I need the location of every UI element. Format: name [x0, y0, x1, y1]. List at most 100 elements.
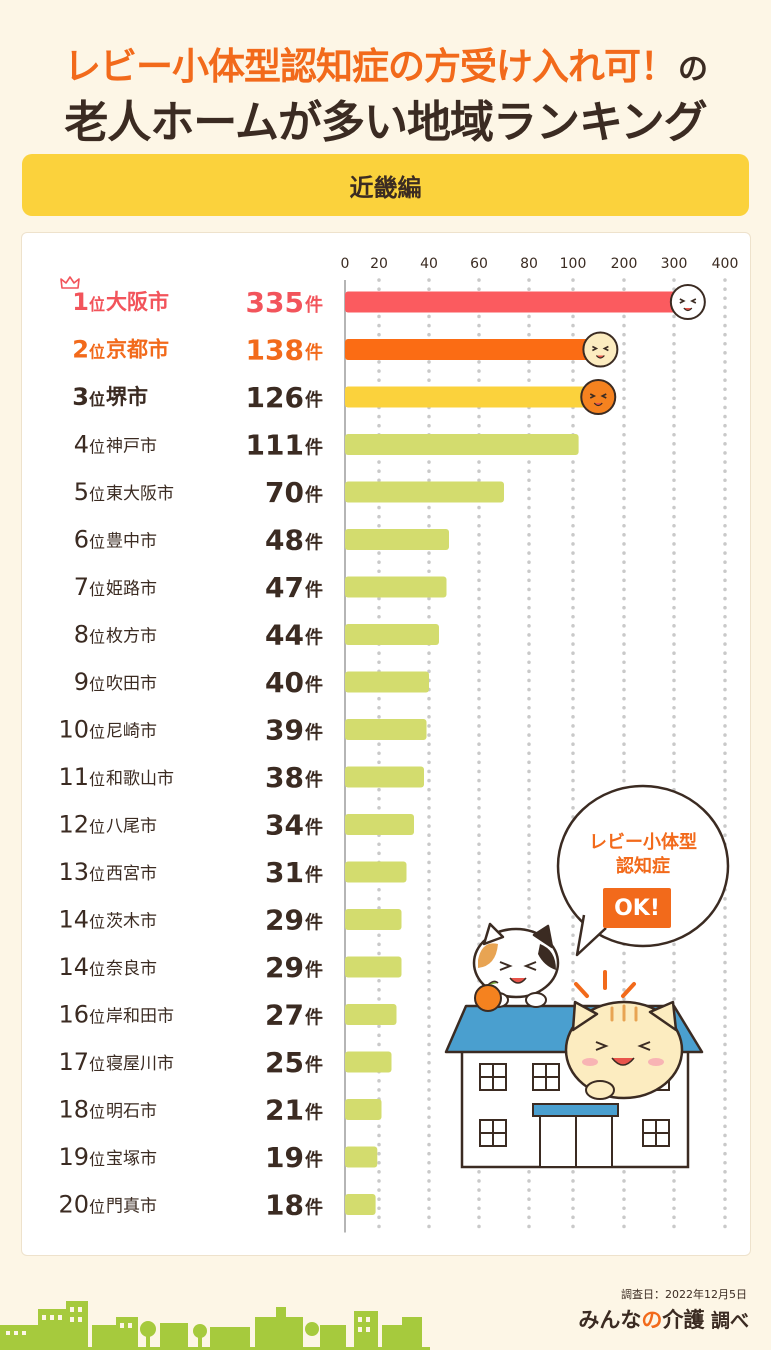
rank-number: 14 — [58, 906, 89, 934]
bubble-line-1: レビー小体型 — [589, 832, 697, 853]
value-suffix: 件 — [305, 389, 323, 411]
city-name: 京都市 — [106, 338, 169, 362]
x-tick-label: 200 — [611, 256, 638, 272]
value-suffix: 件 — [305, 959, 323, 981]
bar — [345, 814, 414, 835]
city-name: 西宮市 — [106, 864, 157, 884]
rank-number: 20 — [58, 1191, 89, 1219]
bubble-line-2: 認知症 — [616, 856, 670, 877]
rank-number: 2 — [72, 336, 89, 364]
x-tick-label: 400 — [712, 256, 739, 272]
rank-suffix: 位 — [89, 770, 105, 789]
value-label: 335 — [246, 286, 304, 319]
value-label: 25 — [265, 1046, 304, 1079]
rank-number: 3 — [72, 383, 89, 411]
rank-suffix: 位 — [89, 1008, 105, 1027]
value-suffix: 件 — [305, 1197, 323, 1219]
value-label: 40 — [265, 666, 304, 699]
brand-name-part-2: の — [641, 1308, 663, 1332]
mandarin-face-icon-eyes — [589, 393, 607, 399]
rank-number: 7 — [74, 573, 89, 601]
rank-suffix: 位 — [89, 533, 105, 552]
title-line-1-main: レビー小体型認知症の方受け入れ可！ — [64, 45, 677, 88]
city-name: 和歌山市 — [106, 769, 174, 789]
rank-number: 16 — [58, 1001, 89, 1029]
bar — [345, 434, 579, 455]
tabby-cat-icon — [564, 970, 684, 1100]
city-name: 宝塚市 — [106, 1149, 157, 1169]
city-name: 明石市 — [106, 1102, 157, 1122]
mandarin-face-icon — [580, 379, 617, 415]
rank-number: 19 — [58, 1143, 89, 1171]
calico-cat-face-icon-mouth — [683, 307, 693, 312]
rank-number: 18 — [58, 1096, 89, 1124]
x-tick-label: 100 — [560, 256, 587, 272]
bar — [345, 291, 692, 313]
value-suffix: 件 — [305, 769, 323, 791]
brand-credit-suffix: 調べ — [704, 1310, 749, 1332]
value-suffix: 件 — [305, 817, 323, 839]
value-label: 47 — [265, 571, 304, 604]
bar — [345, 529, 449, 550]
value-label: 19 — [265, 1141, 304, 1174]
city-name: 神戸市 — [106, 437, 157, 457]
rank-suffix: 位 — [89, 438, 105, 457]
city-name: 尼崎市 — [106, 722, 157, 742]
bar — [345, 386, 587, 408]
brand-credit: みんなの介護 調べ — [578, 1304, 749, 1334]
rank-suffix: 位 — [89, 913, 105, 932]
bar — [345, 1099, 382, 1120]
rank-number: 1 — [72, 288, 89, 316]
rank-suffix: 位 — [89, 675, 105, 694]
rank-suffix: 位 — [89, 390, 105, 409]
rank-suffix: 位 — [89, 865, 105, 884]
city-name: 枚方市 — [106, 627, 157, 647]
rank-suffix: 位 — [89, 723, 105, 742]
value-label: 27 — [265, 999, 304, 1032]
rank-suffix: 位 — [89, 580, 105, 599]
bar — [345, 671, 429, 693]
title-line-1-suffix: の — [678, 52, 708, 87]
value-label: 48 — [265, 524, 304, 557]
rank-number: 14 — [58, 953, 89, 981]
rank-number: 5 — [74, 478, 89, 506]
city-name: 大阪市 — [106, 290, 169, 314]
bar — [345, 1146, 378, 1168]
value-label: 34 — [265, 809, 304, 842]
x-tick-label: 300 — [661, 256, 688, 272]
calico-cat-face-icon-eyes — [679, 298, 697, 304]
rank-suffix: 位 — [89, 295, 105, 314]
x-tick-label: 0 — [341, 256, 350, 272]
mandarin-face-icon-mouth — [593, 402, 603, 407]
rank-number: 17 — [58, 1048, 89, 1076]
survey-date: 調査日：2022年12月5日 — [621, 1288, 747, 1301]
rank-suffix: 位 — [89, 485, 105, 504]
value-suffix: 件 — [305, 1054, 323, 1076]
calico-cat-icon — [472, 922, 560, 1008]
rank-number: 9 — [74, 668, 89, 696]
value-suffix: 件 — [305, 342, 323, 364]
value-label: 21 — [265, 1094, 304, 1127]
rank-suffix: 位 — [89, 960, 105, 979]
city-skyline-icon — [0, 1301, 430, 1350]
x-tick-label: 60 — [470, 256, 488, 272]
value-label: 138 — [246, 334, 304, 367]
city-name: 門真市 — [106, 1197, 157, 1217]
rank-suffix: 位 — [89, 1055, 105, 1074]
value-suffix: 件 — [305, 437, 323, 459]
city-name: 東大阪市 — [106, 484, 174, 504]
value-suffix: 件 — [305, 722, 323, 744]
bar — [345, 576, 447, 598]
mandarin-orange-icon — [474, 980, 502, 1012]
rank-suffix: 位 — [89, 818, 105, 837]
city-name: 堺市 — [106, 385, 148, 409]
bar — [345, 481, 504, 503]
value-label: 126 — [246, 381, 304, 414]
city-name: 奈良市 — [106, 959, 157, 979]
value-label: 31 — [265, 856, 304, 889]
rank-suffix: 位 — [89, 343, 105, 362]
brand-name-part-3: 介護 — [662, 1308, 705, 1332]
title-line-1: レビー小体型認知症の方受け入れ可！の — [0, 36, 771, 90]
bar — [345, 1194, 376, 1215]
